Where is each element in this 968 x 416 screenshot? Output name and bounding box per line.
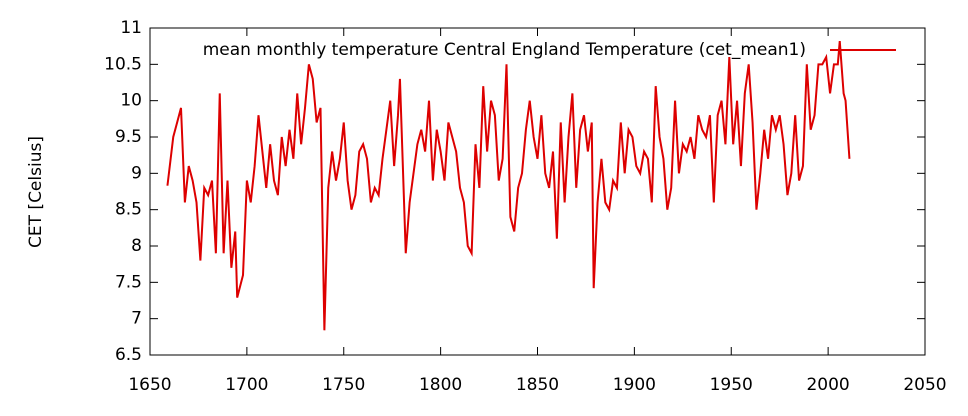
y-tick-label: 9 bbox=[131, 163, 142, 183]
x-tick-label: 2000 bbox=[806, 375, 849, 395]
y-tick-label: 10.5 bbox=[104, 54, 142, 74]
y-tick-label: 9.5 bbox=[115, 127, 142, 147]
y-tick-label: 8 bbox=[131, 236, 142, 256]
x-tick-label: 1700 bbox=[225, 375, 268, 395]
x-tick-label: 1650 bbox=[128, 375, 171, 395]
x-tick-label: 1950 bbox=[710, 375, 753, 395]
x-tick-label: 1750 bbox=[322, 375, 365, 395]
x-tick-label: 1850 bbox=[516, 375, 559, 395]
x-tick-label: 2050 bbox=[903, 375, 946, 395]
y-tick-label: 11 bbox=[120, 18, 142, 38]
y-tick-label: 7 bbox=[131, 309, 142, 329]
y-tick-label: 8.5 bbox=[115, 200, 142, 220]
y-tick-label: 7.5 bbox=[115, 272, 142, 292]
x-tick-label: 1800 bbox=[419, 375, 462, 395]
plot-border bbox=[149, 27, 926, 356]
y-tick-label: 10 bbox=[120, 91, 142, 111]
y-tick-label: 6.5 bbox=[115, 345, 142, 365]
data-line bbox=[166, 40, 851, 331]
x-tick-label: 1900 bbox=[613, 375, 656, 395]
legend-label: mean monthly temperature Central England… bbox=[203, 40, 806, 60]
y-axis-label: CET [Celsius] bbox=[26, 136, 46, 248]
